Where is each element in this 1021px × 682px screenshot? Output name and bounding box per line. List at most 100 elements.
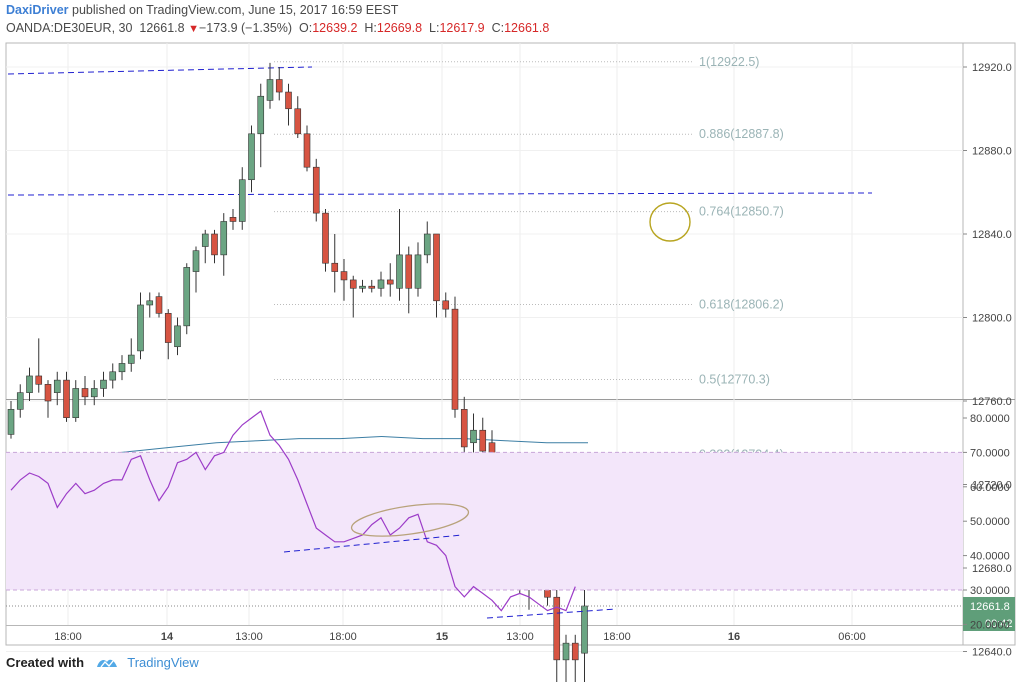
symbol-label: OANDA:DE30EUR, 30 — [6, 21, 133, 35]
fib-level-label: 0.886(12887.8) — [699, 127, 784, 141]
publish-text: published on TradingView.com, June 15, 2… — [72, 3, 399, 17]
candle — [44, 380, 52, 418]
time-axis-label: 16 — [728, 631, 740, 643]
candle-body — [155, 296, 163, 314]
candle-body — [285, 91, 292, 110]
candle-body — [470, 429, 477, 444]
candle-body — [386, 279, 394, 285]
candle-body — [63, 379, 70, 419]
footer: Created with TradingView — [6, 655, 199, 673]
candle-body — [72, 388, 80, 419]
rsi-line — [10, 410, 576, 612]
rsi-pane[interactable] — [6, 410, 963, 619]
candle-body — [7, 409, 15, 435]
candle-body — [460, 409, 468, 448]
created-with-label: Created with — [6, 655, 85, 670]
candle — [7, 401, 15, 439]
candle-body — [414, 254, 422, 289]
tradingview-logo-icon — [96, 656, 118, 673]
candle — [220, 213, 228, 276]
candle — [581, 589, 588, 682]
time-axis-label: 13:00 — [506, 631, 534, 643]
publish-info: DaxiDriver published on TradingView.com,… — [6, 3, 398, 17]
price-axis-label: 12800.0 — [972, 313, 1012, 325]
rsi-axis-label: 40.0000 — [970, 551, 1010, 563]
price-axis-label: 12640.0 — [972, 647, 1012, 659]
candle — [248, 125, 255, 193]
last-price-badge-label: 12661.8 — [970, 601, 1010, 613]
target-circle — [649, 202, 691, 242]
candle-body — [349, 279, 357, 289]
ohlc-legend: OANDA:DE30EUR, 30 12661.8 ▼−173.9 (−1.35… — [6, 21, 549, 35]
fib-level-label: 0.5(12770.3) — [699, 372, 770, 386]
candle-body — [127, 354, 135, 364]
candle-body — [35, 375, 43, 385]
candle — [16, 384, 24, 418]
price-axis-label: 12880.0 — [972, 146, 1012, 158]
support-line — [7, 192, 873, 196]
author-link[interactable]: DaxiDriver — [6, 3, 69, 17]
tradingview-brand-link[interactable]: TradingView — [127, 655, 199, 670]
candle — [571, 634, 579, 682]
rsi-axis-label: 50.0000 — [970, 516, 1010, 528]
candle — [174, 317, 181, 356]
candle — [100, 371, 107, 397]
candle-body — [238, 179, 246, 222]
high-value: 12669.8 — [376, 21, 423, 35]
candle — [90, 380, 98, 406]
candle — [146, 292, 154, 318]
candle-body — [433, 233, 440, 302]
candle — [81, 375, 89, 406]
candle-body — [220, 221, 228, 256]
candle-body — [359, 285, 366, 289]
candle-body — [562, 642, 570, 661]
candle-body — [201, 233, 209, 247]
time-axis-label: 18:00 — [54, 631, 82, 643]
candle — [405, 246, 413, 314]
candle — [211, 229, 218, 264]
close-label: C: — [491, 21, 505, 35]
candle — [63, 371, 70, 422]
candle-body — [53, 379, 61, 393]
candle-body — [16, 392, 24, 410]
candle-body — [451, 308, 459, 410]
rsi-divergence-ellipse — [350, 503, 470, 537]
last-price: 12661.8 — [139, 21, 185, 35]
candle — [562, 634, 570, 682]
price-axis-label: 12920.0 — [972, 62, 1012, 74]
candle-body — [396, 254, 403, 289]
candle — [442, 292, 450, 318]
high-label: H: — [364, 21, 377, 35]
time-axis-label: 13:00 — [235, 631, 263, 643]
candle — [229, 208, 237, 230]
candle-body — [174, 325, 181, 348]
candle-body — [100, 379, 107, 389]
candle — [322, 208, 329, 272]
candle — [377, 271, 385, 297]
rsi-axis-label: 30.0000 — [970, 585, 1010, 597]
rsi-axis-label: 20.0000 — [970, 619, 1010, 631]
candle-body — [423, 233, 431, 256]
candle — [423, 221, 431, 264]
candle-body — [266, 79, 274, 101]
candle — [433, 233, 440, 318]
candle — [26, 367, 33, 401]
candle-body — [183, 267, 191, 327]
candle-body — [303, 133, 311, 168]
candle — [72, 380, 80, 422]
low-label: L: — [429, 21, 440, 35]
candle-body — [44, 383, 52, 402]
candle — [294, 96, 302, 138]
candle — [368, 279, 376, 293]
candle-body — [229, 217, 237, 222]
candle-body — [137, 304, 144, 352]
candle-body — [109, 371, 117, 381]
candle-body — [479, 429, 487, 452]
time-axis-label: 06:00 — [838, 631, 866, 643]
candle — [359, 279, 366, 293]
candle-body — [377, 279, 385, 289]
close-value: 12661.8 — [504, 21, 550, 35]
candle — [201, 229, 209, 264]
candle-body — [322, 212, 329, 264]
